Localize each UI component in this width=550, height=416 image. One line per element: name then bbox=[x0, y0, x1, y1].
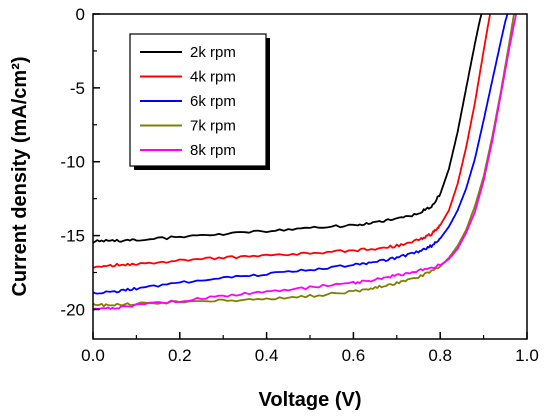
y-tick-label: -15 bbox=[60, 227, 85, 246]
x-axis: 0.0 0.2 0.4 0.6 0.8 1.0 bbox=[81, 332, 539, 365]
x-tick-label: 0.6 bbox=[342, 346, 366, 365]
x-tick-label: 0.8 bbox=[428, 346, 452, 365]
y-tick-label: 0 bbox=[76, 5, 85, 24]
y-tick-label: -20 bbox=[60, 300, 85, 319]
series-layer bbox=[92, 13, 517, 311]
legend-label: 4k rpm bbox=[190, 69, 236, 86]
series-line-8k-rpm bbox=[92, 13, 517, 311]
x-tick-label: 0.2 bbox=[168, 346, 192, 365]
x-axis-title: Voltage (V) bbox=[259, 389, 362, 411]
x-tick-label: 0.0 bbox=[81, 346, 105, 365]
series-line-4k-rpm bbox=[92, 13, 491, 269]
y-axis-title: Current density (mA/cm²) bbox=[9, 56, 31, 296]
x-tick-label: 0.4 bbox=[255, 346, 279, 365]
legend-label: 8k rpm bbox=[190, 142, 236, 159]
y-tick-label: -10 bbox=[60, 153, 85, 172]
legend-label: 2k rpm bbox=[190, 44, 236, 61]
x-tick-label: 1.0 bbox=[515, 346, 539, 365]
y-axis: 0 -5 -10 -15 -20 bbox=[60, 5, 100, 319]
legend-label: 6k rpm bbox=[190, 93, 236, 110]
legend-label: 7k rpm bbox=[190, 118, 236, 135]
y-tick-label: -5 bbox=[70, 79, 85, 98]
series-line-2k-rpm bbox=[92, 13, 483, 244]
series-line-6k-rpm bbox=[92, 13, 509, 295]
legend: 2k rpm 4k rpm 6k rpm 7k rpm 8k rpm bbox=[129, 33, 270, 170]
